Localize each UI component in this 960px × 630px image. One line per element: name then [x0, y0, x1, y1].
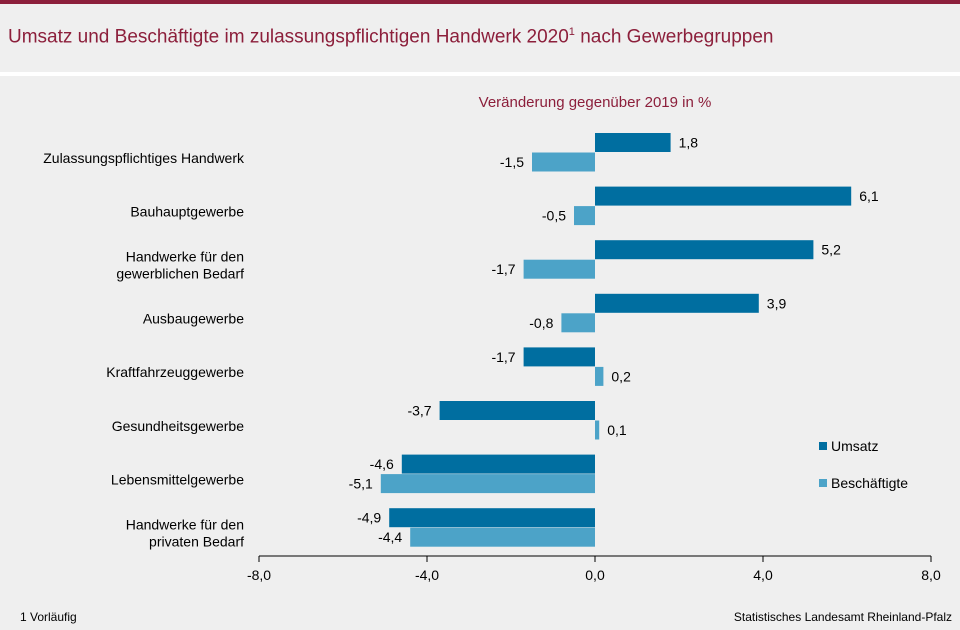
footnote: 1 Vorläufig — [20, 610, 77, 624]
bar-umsatz — [389, 508, 595, 528]
bar-umsatz — [523, 347, 595, 367]
x-tick-label: -4,0 — [415, 567, 439, 583]
category-label: Kraftfahrzeuggewerbe — [106, 364, 244, 380]
x-tick-label: 0,0 — [585, 567, 605, 583]
page-title: Umsatz und Beschäftigte im zulassungspfl… — [8, 26, 774, 48]
bar-umsatz — [595, 133, 671, 152]
bar-beschaeftigte — [523, 259, 595, 279]
legend-label: Beschäftigte — [831, 475, 908, 491]
data-label: 0,1 — [607, 422, 627, 438]
bar-beschaeftigte — [410, 527, 595, 547]
bar-beschaeftigte — [561, 313, 595, 333]
data-label: 0,2 — [611, 368, 631, 384]
bar-beschaeftigte — [380, 474, 595, 494]
category-label: Handwerke für den — [126, 517, 244, 533]
data-label: 6,1 — [859, 188, 879, 204]
data-label: -4,6 — [370, 456, 394, 472]
bar-beschaeftigte — [595, 366, 604, 386]
bar-chart: Veränderung gegenüber 2019 in % 1,8 6,1 5,2… — [43, 94, 941, 583]
category-label: Ausbaugewerbe — [143, 311, 244, 327]
data-label: 3,9 — [767, 295, 787, 311]
data-label: -1,5 — [500, 154, 524, 170]
chart-subtitle: Veränderung gegenüber 2019 in % — [479, 94, 712, 111]
category-label: Zulassungspflichtiges Handwerk — [43, 150, 245, 166]
category-label: Lebensmittelgewerbe — [111, 471, 244, 487]
data-label: 1,8 — [679, 135, 699, 151]
bar-umsatz — [595, 186, 852, 206]
legend-swatch — [819, 442, 827, 450]
x-tick-label: -8,0 — [247, 567, 271, 583]
data-label: -5,1 — [349, 476, 373, 492]
bar-beschaeftigte — [532, 152, 595, 172]
source-credit: Statistisches Landesamt Rheinland-Pfalz — [733, 610, 952, 624]
category-label: Bauhauptgewerbe — [130, 203, 244, 219]
title-divider — [0, 72, 960, 76]
data-label: -0,5 — [542, 208, 566, 224]
x-tick-label: 8,0 — [921, 567, 941, 583]
x-tick-label: 4,0 — [753, 567, 773, 583]
top-accent-rule — [0, 0, 960, 4]
category-label: privaten Bedarf — [149, 534, 244, 550]
category-label: gewerblichen Bedarf — [116, 266, 244, 282]
category-label: Gesundheitsgewerbe — [112, 418, 245, 434]
data-label: 5,2 — [821, 242, 841, 258]
legend-label: Umsatz — [831, 438, 878, 454]
legend-swatch — [819, 479, 827, 487]
data-label: -0,8 — [529, 315, 553, 331]
bar-umsatz — [595, 240, 814, 260]
bar-umsatz — [439, 401, 595, 420]
category-label: Handwerke für den — [126, 249, 244, 265]
bar-beschaeftigte — [574, 206, 595, 226]
data-label: -4,9 — [357, 510, 381, 526]
data-label: -4,4 — [378, 529, 402, 545]
data-label: -1,7 — [491, 349, 515, 365]
bar-beschaeftigte — [595, 420, 600, 440]
data-label: -1,7 — [491, 261, 515, 277]
data-label: -3,7 — [407, 403, 431, 419]
bar-umsatz — [595, 293, 759, 313]
bar-umsatz — [401, 454, 595, 474]
